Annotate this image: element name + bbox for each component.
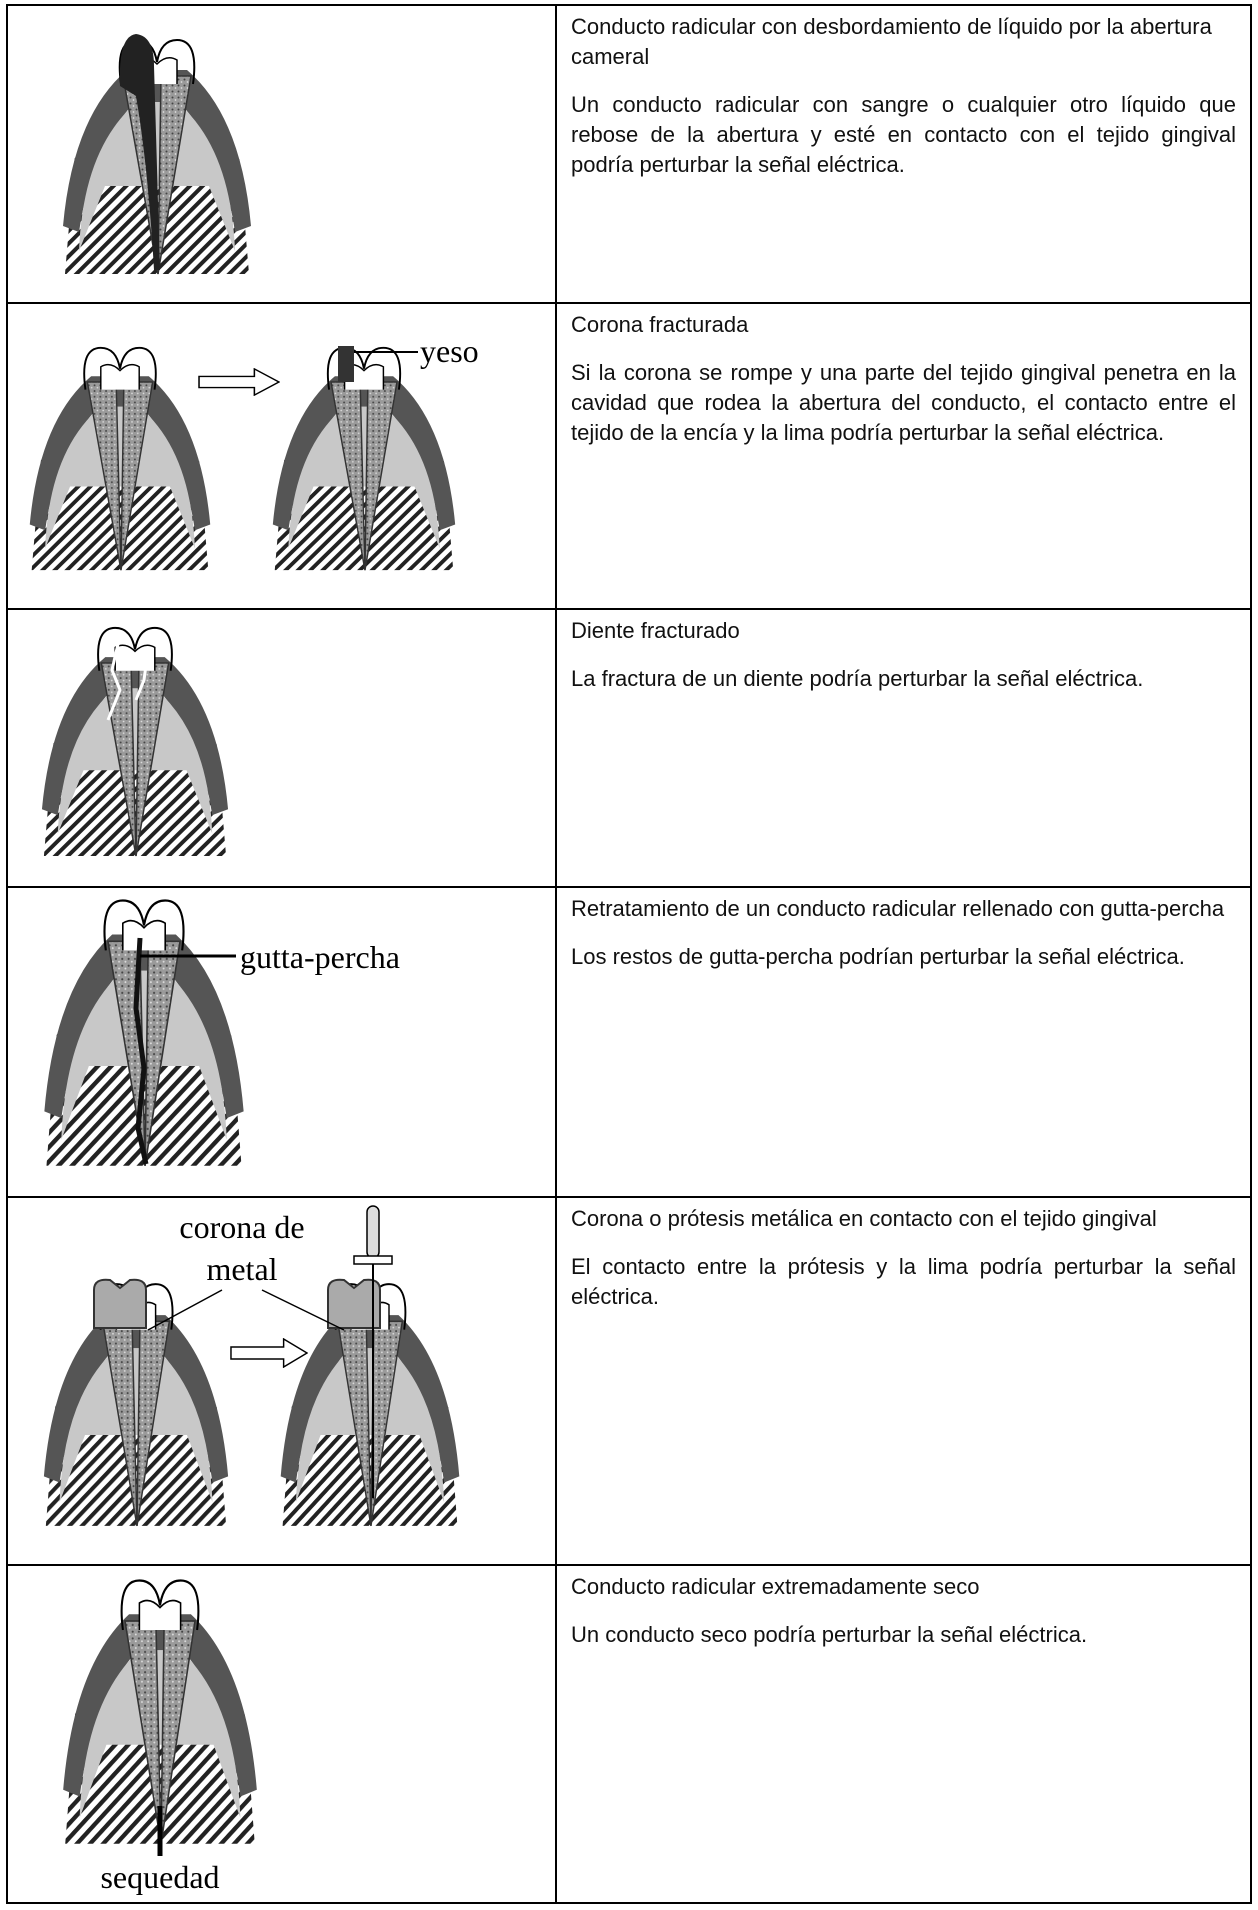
- row-title: Conducto radicular con desbordamiento de…: [571, 14, 1212, 69]
- tooth: [28, 346, 212, 572]
- illustration-cell: [8, 6, 557, 302]
- text-cell: Corona o prótesis metálica en contacto c…: [557, 1198, 1250, 1312]
- tooth-illustration: [62, 34, 252, 275]
- file-stopper: [353, 1255, 393, 1265]
- label: sequedad: [100, 1859, 219, 1895]
- row-text: Un conducto seco podría perturbar la señ…: [571, 1622, 1088, 1647]
- arrow: [230, 1338, 308, 1368]
- text-cell: Retratamiento de un conducto radicular r…: [557, 888, 1250, 972]
- file-handle: [366, 1205, 380, 1259]
- row-text: Un conducto radicular con sangre o cualq…: [571, 92, 1236, 177]
- table-row: corona de metal Corona o prótesis metáli…: [6, 1196, 1252, 1566]
- row-title: Corona fracturada: [571, 312, 749, 337]
- table-row: Conducto radicular con desbordamiento de…: [6, 4, 1252, 304]
- text-cell: Diente fracturado La fractura de un dien…: [557, 610, 1250, 694]
- label: metal: [206, 1251, 277, 1287]
- text-cell: Corona fracturada Si la corona se rompe …: [557, 304, 1250, 448]
- row-text: Los restos de gutta-percha podrían pertu…: [571, 944, 1185, 969]
- tooth-illustration: gutta-percha: [43, 899, 400, 1167]
- label: gutta-percha: [240, 939, 400, 975]
- gutta-percha: [133, 937, 149, 1165]
- text-cell: Conducto radicular con desbordamiento de…: [557, 6, 1250, 180]
- plaster: [338, 346, 354, 382]
- illustration-cell: corona de metal: [8, 1198, 557, 1564]
- label: yeso: [420, 333, 479, 369]
- crack: [106, 643, 150, 721]
- tooth-illustration: sequedad: [62, 1579, 258, 1895]
- arrow: [198, 368, 280, 396]
- table-row: gutta-percha Retratamiento de un conduct…: [6, 886, 1252, 1198]
- text-cell: Conducto radicular extremadamente seco U…: [557, 1566, 1250, 1650]
- leader-line: [261, 1289, 345, 1331]
- table-row: Diente fracturado La fractura de un dien…: [6, 608, 1252, 888]
- metal-crown: [327, 1278, 381, 1329]
- row-text: El contacto entre la prótesis y la lima …: [571, 1254, 1236, 1309]
- table-row: sequedad Conducto radicular extremadamen…: [6, 1564, 1252, 1904]
- tooth: [40, 626, 230, 858]
- illustration-cell: yeso: [8, 304, 557, 608]
- illustration-cell: gutta-percha: [8, 888, 557, 1196]
- tooth: [43, 899, 245, 1167]
- tooth: [271, 346, 457, 572]
- illustration-cell: [8, 610, 557, 886]
- row-text: Si la corona se rompe y una parte del te…: [571, 360, 1236, 445]
- label: corona de: [179, 1209, 304, 1245]
- tooth: [62, 1579, 258, 1845]
- row-title: Diente fracturado: [571, 618, 740, 643]
- row-text: La fractura de un diente podría perturba…: [571, 666, 1144, 691]
- illustration-cell: sequedad: [8, 1566, 557, 1902]
- metal-crown: [93, 1278, 147, 1329]
- tooth-illustration: yeso: [28, 333, 479, 572]
- liquid: [119, 34, 160, 270]
- row-title: Retratamiento de un conducto radicular r…: [571, 896, 1225, 921]
- leader-line: [147, 1289, 223, 1331]
- row-title: Corona o prótesis metálica en contacto c…: [571, 1206, 1157, 1231]
- row-title: Conducto radicular extremadamente seco: [571, 1574, 980, 1599]
- table-row: yeso Corona fracturada Si la corona se r…: [6, 302, 1252, 610]
- tooth-illustration: [40, 626, 230, 858]
- tooth-illustration: corona de metal: [42, 1205, 461, 1527]
